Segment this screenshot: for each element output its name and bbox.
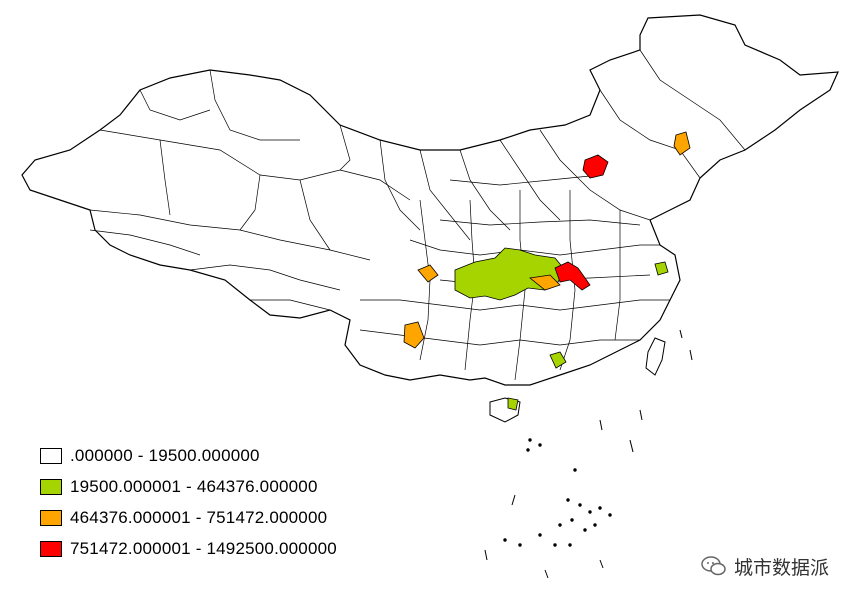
country-outline xyxy=(21,14,839,386)
region-class2-hainan xyxy=(507,397,519,411)
region-class2-south xyxy=(549,351,567,369)
taiwan-island xyxy=(645,337,666,376)
highlighted-regions xyxy=(403,131,691,411)
map-legend: .000000 - 19500.000000 19500.000001 - 46… xyxy=(40,440,337,564)
region-class2-east xyxy=(654,261,669,276)
watermark-text: 城市数据派 xyxy=(734,556,830,579)
legend-swatch-class4 xyxy=(40,540,62,557)
south-sea-islands xyxy=(484,329,693,579)
legend-swatch-class1 xyxy=(40,447,62,464)
region-class3-wuhan-area xyxy=(529,274,561,291)
legend-label-class4: 751472.000001 - 1492500.000000 xyxy=(70,538,337,558)
legend-swatch-class2 xyxy=(40,478,62,495)
region-class2-central xyxy=(454,247,566,301)
region-class3-northeast xyxy=(673,131,691,156)
legend-label-class1: .000000 - 19500.000000 xyxy=(70,445,260,465)
legend-item-class1: .000000 - 19500.000000 xyxy=(40,440,337,471)
legend-item-class4: 751472.000001 - 1492500.000000 xyxy=(40,533,337,564)
legend-item-class2: 19500.000001 - 464376.000000 xyxy=(40,471,337,502)
legend-label-class3: 464376.000001 - 751472.000000 xyxy=(70,507,328,527)
region-class4-north xyxy=(582,154,609,179)
legend-swatch-class3 xyxy=(40,509,62,526)
region-class3-west xyxy=(417,264,439,283)
region-class4-central xyxy=(554,261,591,291)
region-class3-southwest xyxy=(403,321,425,349)
wechat-icon xyxy=(701,556,726,576)
legend-item-class3: 464376.000001 - 751472.000000 xyxy=(40,502,337,533)
legend-label-class2: 19500.000001 - 464376.000000 xyxy=(70,476,318,496)
watermark: 城市数据派 xyxy=(700,552,829,580)
